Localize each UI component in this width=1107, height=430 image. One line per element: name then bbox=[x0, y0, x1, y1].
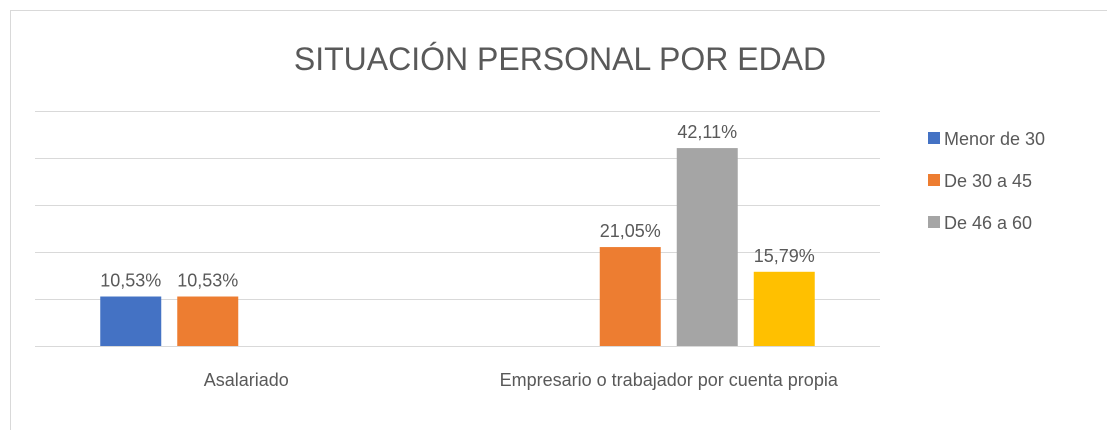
legend-label: De 46 a 60 bbox=[944, 213, 1033, 233]
data-label: 10,53% bbox=[177, 271, 238, 291]
data-label: 15,79% bbox=[754, 246, 815, 266]
bar bbox=[100, 296, 162, 346]
data-label: 10,53% bbox=[100, 271, 161, 291]
x-tick-label: Empresario o trabajador por cuenta propi… bbox=[499, 370, 838, 390]
x-tick-label: Asalariado bbox=[203, 370, 289, 390]
bar bbox=[599, 247, 661, 346]
data-label: 21,05% bbox=[600, 221, 661, 241]
legend-swatch bbox=[928, 132, 940, 144]
legend-swatch bbox=[928, 216, 940, 228]
bar bbox=[676, 148, 738, 346]
legend-swatch bbox=[928, 174, 940, 186]
legend-label: De 30 a 45 bbox=[944, 171, 1033, 191]
bar bbox=[177, 296, 239, 346]
data-label: 42,11% bbox=[677, 122, 737, 142]
chart-border bbox=[10, 10, 1107, 430]
chart-title: SITUACIÓN PERSONAL POR EDAD bbox=[294, 41, 826, 77]
bar bbox=[753, 271, 815, 346]
legend-label: Menor de 30 bbox=[944, 129, 1046, 149]
